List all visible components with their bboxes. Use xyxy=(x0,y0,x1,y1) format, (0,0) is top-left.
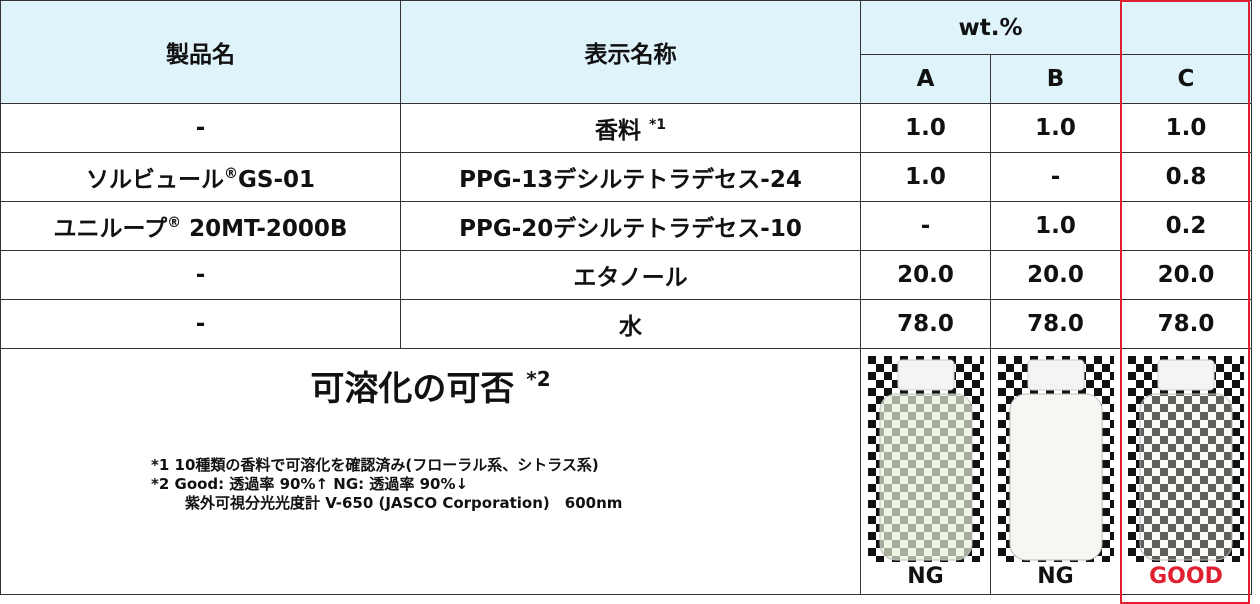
value: 20.0 xyxy=(990,250,1121,300)
value: 0.8 xyxy=(1120,152,1252,202)
value: 0.2 xyxy=(1120,201,1252,251)
display: PPG-13デシルテトラデセス-24 xyxy=(400,152,861,202)
value: 20.0 xyxy=(860,250,991,300)
product-suffix: GS-01 xyxy=(238,167,315,193)
note: 紫外可視分光光度計 V-650 (JASCO Corporation) 600n… xyxy=(185,494,623,512)
photo xyxy=(867,356,984,562)
display: 水 xyxy=(400,299,861,349)
product-text: ソルビュール xyxy=(86,167,224,193)
display-text: 香料 xyxy=(594,118,641,144)
header-col: C xyxy=(1120,54,1252,104)
value: 1.0 xyxy=(860,152,991,202)
product: ソルビュール®GS-01 xyxy=(0,152,401,202)
display: PPG-20デシルテトラデセス-10 xyxy=(400,201,861,251)
header-unit: wt.% xyxy=(860,0,1121,55)
header-empty xyxy=(1120,0,1252,55)
header-display: 表示名称 xyxy=(400,0,861,104)
footer-title: 可溶化の可否 *2 xyxy=(1,361,860,410)
formula-table: 製品名 表示名称 wt.% A B C - 香料 *1 1.0 1.0 1.0 … xyxy=(0,0,1252,595)
result: NG xyxy=(1037,564,1074,589)
photo-cell: GOOD xyxy=(1120,348,1252,595)
product: - xyxy=(0,103,401,153)
photo xyxy=(1128,356,1244,562)
notes: *1 10種類の香料で可溶化を確認済み(フローラル系、シトラス系) *2 Goo… xyxy=(151,456,860,513)
note: *1 10種類の香料で可溶化を確認済み(フローラル系、シトラス系) xyxy=(151,456,599,474)
value: 78.0 xyxy=(990,299,1121,349)
footer-cell: 可溶化の可否 *2 *1 10種類の香料で可溶化を確認済み(フローラル系、シトラ… xyxy=(0,348,861,595)
note: *2 Good: 透過率 90%↑ NG: 透過率 90%↓ xyxy=(151,475,469,493)
value: 1.0 xyxy=(990,103,1121,153)
footer-title-note: *2 xyxy=(526,367,551,391)
product: - xyxy=(0,299,401,349)
product-sup: ® xyxy=(224,166,238,182)
photo-cell: NG xyxy=(860,348,991,595)
display: エタノール xyxy=(400,250,861,300)
product-suffix: 20MT-2000B xyxy=(181,216,348,242)
footer-title-text: 可溶化の可否 xyxy=(310,369,515,409)
value: 1.0 xyxy=(860,103,991,153)
photo xyxy=(997,356,1114,562)
product-sup: ® xyxy=(167,215,182,231)
display-note: *1 xyxy=(648,117,667,133)
value: 78.0 xyxy=(1120,299,1252,349)
photo-cell: NG xyxy=(990,348,1121,595)
value: 78.0 xyxy=(860,299,991,349)
header-col: B xyxy=(990,54,1121,104)
result: GOOD xyxy=(1149,564,1223,589)
display: 香料 *1 xyxy=(400,103,861,153)
product-text: - xyxy=(195,115,206,141)
result: NG xyxy=(907,564,944,589)
value: 1.0 xyxy=(1120,103,1252,153)
header-product: 製品名 xyxy=(0,0,401,104)
value: - xyxy=(990,152,1121,202)
value: 20.0 xyxy=(1120,250,1252,300)
value: 1.0 xyxy=(990,201,1121,251)
value: - xyxy=(860,201,991,251)
product-text: ユニループ xyxy=(53,216,168,242)
header-col: A xyxy=(860,54,991,104)
product: - xyxy=(0,250,401,300)
product: ユニループ® 20MT-2000B xyxy=(0,201,401,251)
